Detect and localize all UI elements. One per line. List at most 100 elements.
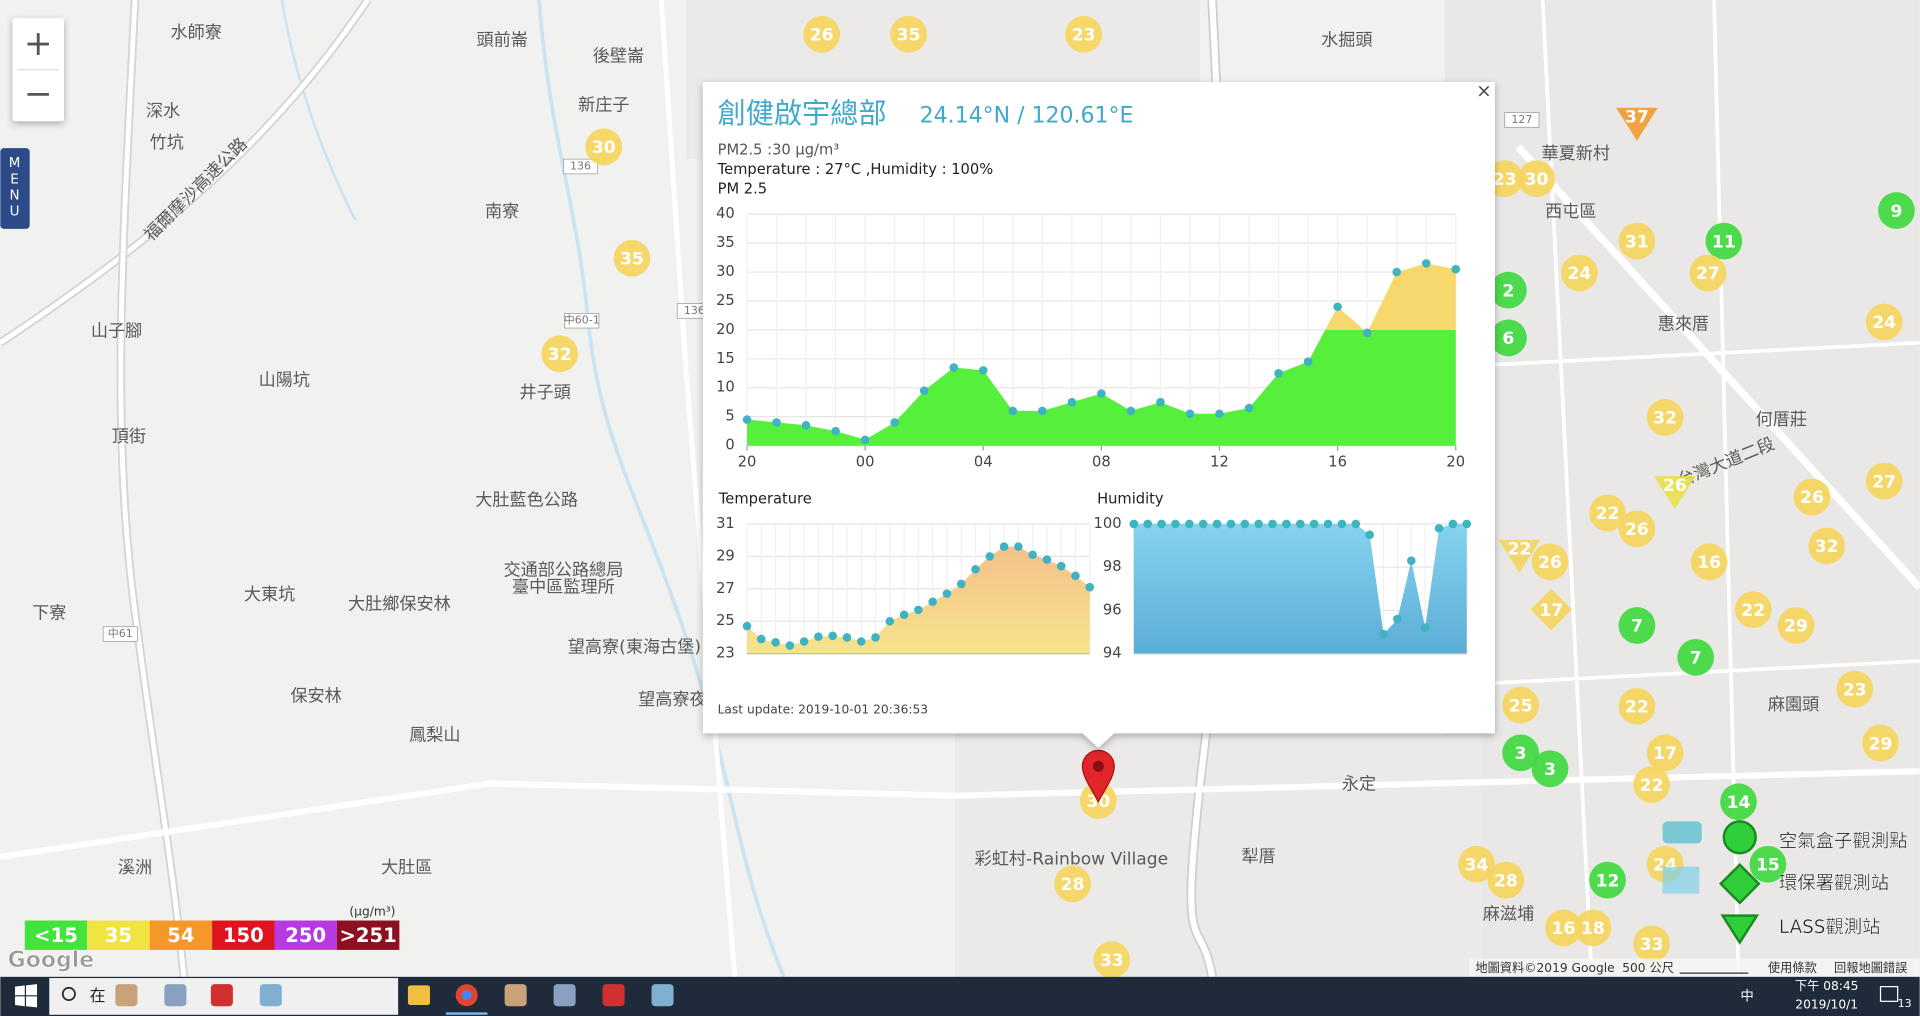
station-marker[interactable]: 33 bbox=[1633, 925, 1670, 963]
y-tick-label: 98 bbox=[1103, 558, 1122, 575]
station-marker[interactable]: 12 bbox=[1589, 861, 1626, 899]
legend-label: 35 bbox=[105, 924, 132, 947]
weather-reading: Temperature : 27°C ,Humidity : 100% bbox=[717, 161, 994, 178]
station-marker[interactable]: 24 bbox=[1865, 303, 1903, 341]
x-tick-label: 20 bbox=[1446, 454, 1465, 471]
station-marker[interactable]: 22 bbox=[1498, 540, 1541, 573]
marker-shape bbox=[1677, 638, 1715, 676]
station-marker[interactable]: 2 bbox=[1490, 271, 1527, 309]
popup-close[interactable]: × bbox=[1476, 81, 1491, 102]
station-marker[interactable]: 34 bbox=[1458, 845, 1495, 883]
data-point bbox=[1337, 519, 1347, 529]
marker-value: 32 bbox=[548, 345, 572, 365]
data-point bbox=[949, 363, 959, 372]
station-marker[interactable]: 17 bbox=[1646, 734, 1684, 772]
station-marker[interactable]: 6 bbox=[1490, 319, 1527, 357]
station-marker[interactable]: 17 bbox=[1530, 588, 1573, 631]
station-marker[interactable]: 26 bbox=[803, 15, 841, 53]
place-label: 麻滋埔 bbox=[1483, 904, 1534, 924]
terms-link[interactable]: 使用條款 bbox=[1768, 960, 1817, 975]
site-legend-label: LASS觀測站 bbox=[1779, 917, 1881, 938]
station-marker[interactable]: 22 bbox=[1618, 687, 1656, 725]
legend-unit: (μg/m³) bbox=[349, 904, 395, 918]
data-point bbox=[1420, 623, 1430, 633]
marker-value: 27 bbox=[1872, 472, 1896, 492]
station-marker[interactable]: 26 bbox=[1618, 510, 1656, 548]
data-point bbox=[1156, 397, 1165, 407]
clock-time[interactable]: 下午 08:45 bbox=[1795, 979, 1859, 993]
ime-indicator[interactable]: 中 bbox=[1740, 988, 1753, 1004]
marker-value: 30 bbox=[1525, 170, 1549, 190]
station-marker[interactable]: 23 bbox=[1065, 15, 1102, 53]
station-marker[interactable]: 32 bbox=[1646, 399, 1684, 436]
station-marker[interactable]: 31 bbox=[1618, 222, 1656, 260]
clock-date[interactable]: 2019/10/1 bbox=[1795, 997, 1858, 1011]
legend-swatch bbox=[149, 920, 213, 950]
station-marker[interactable]: 16 bbox=[1545, 909, 1582, 947]
station-marker[interactable]: 7 bbox=[1618, 607, 1656, 644]
station-marker[interactable]: 3 bbox=[1502, 734, 1539, 772]
station-marker[interactable]: 33 bbox=[1093, 941, 1131, 979]
marker-value: 37 bbox=[1625, 108, 1649, 128]
station-marker[interactable]: 16 bbox=[1690, 543, 1728, 581]
zoom-in[interactable]: + bbox=[24, 24, 53, 64]
station-marker[interactable]: 27 bbox=[1689, 254, 1727, 292]
notification-icon[interactable] bbox=[1879, 986, 1899, 1002]
station-marker[interactable]: 11 bbox=[1705, 222, 1743, 260]
y-tick-label: 25 bbox=[716, 292, 735, 309]
place-label: 水師寮 bbox=[170, 23, 221, 43]
data-point bbox=[1085, 582, 1095, 592]
marker-shape bbox=[1616, 107, 1658, 141]
station-marker[interactable]: 22 bbox=[1734, 591, 1772, 628]
station-marker[interactable]: 14 bbox=[1720, 783, 1757, 821]
menu-button[interactable] bbox=[0, 148, 30, 229]
station-marker[interactable]: 32 bbox=[1808, 527, 1846, 565]
place-label: 鳳梨山 bbox=[409, 726, 460, 746]
data-point bbox=[1254, 519, 1263, 529]
station-marker[interactable]: 9 bbox=[1878, 192, 1915, 229]
station-marker[interactable]: 23 bbox=[1486, 160, 1524, 198]
station-marker[interactable]: 35 bbox=[613, 239, 651, 277]
station-marker[interactable]: 23 bbox=[1836, 670, 1874, 708]
location-pin[interactable] bbox=[1081, 749, 1115, 804]
station-marker[interactable]: 15 bbox=[1749, 845, 1787, 883]
station-marker[interactable]: 26 bbox=[1654, 476, 1696, 510]
place-label: 大肚區 bbox=[381, 858, 432, 878]
station-marker[interactable]: 26 bbox=[1793, 478, 1831, 516]
station-marker[interactable]: 30 bbox=[1518, 160, 1555, 198]
station-marker[interactable]: 22 bbox=[1633, 766, 1670, 804]
station-marker[interactable]: 25 bbox=[1502, 686, 1539, 724]
menu-label[interactable]: MENU bbox=[7, 156, 22, 221]
place-label: 望高寮夜景 bbox=[638, 690, 724, 710]
station-marker[interactable]: 27 bbox=[1865, 462, 1903, 500]
station-marker[interactable]: 24 bbox=[1561, 254, 1598, 292]
station-marker[interactable]: 32 bbox=[541, 335, 579, 373]
station-marker[interactable]: 18 bbox=[1574, 909, 1612, 947]
zoom-out[interactable]: − bbox=[24, 74, 53, 114]
data-point bbox=[771, 638, 780, 647]
place-label: 交通部公路總局 bbox=[503, 560, 623, 580]
data-point bbox=[1333, 302, 1342, 312]
station-marker[interactable]: 7 bbox=[1677, 638, 1715, 676]
place-label: 大肚藍色公路 bbox=[475, 491, 578, 511]
station-marker[interactable]: 26 bbox=[1531, 543, 1569, 581]
station-marker[interactable]: 30 bbox=[585, 128, 623, 166]
data-point bbox=[985, 552, 995, 561]
station-marker[interactable]: 35 bbox=[890, 15, 927, 53]
search-text[interactable]: 在 bbox=[90, 986, 106, 1005]
station-marker[interactable]: 22 bbox=[1589, 494, 1626, 532]
station-marker[interactable]: 28 bbox=[1054, 865, 1091, 903]
station-marker[interactable]: 29 bbox=[1777, 607, 1815, 644]
place-label: 犁厝 bbox=[1242, 847, 1276, 867]
data-point bbox=[1014, 542, 1023, 551]
data-point bbox=[831, 426, 840, 436]
station-marker[interactable]: 37 bbox=[1616, 108, 1658, 141]
start-button[interactable] bbox=[14, 984, 38, 1008]
marker-shape bbox=[1633, 766, 1670, 804]
marker-value: 17 bbox=[1653, 744, 1677, 764]
station-marker[interactable]: 28 bbox=[1487, 861, 1525, 899]
station-marker[interactable]: 29 bbox=[1862, 724, 1899, 762]
report-link[interactable]: 回報地圖錯誤 bbox=[1834, 960, 1907, 975]
station-marker[interactable]: 3 bbox=[1531, 750, 1569, 788]
